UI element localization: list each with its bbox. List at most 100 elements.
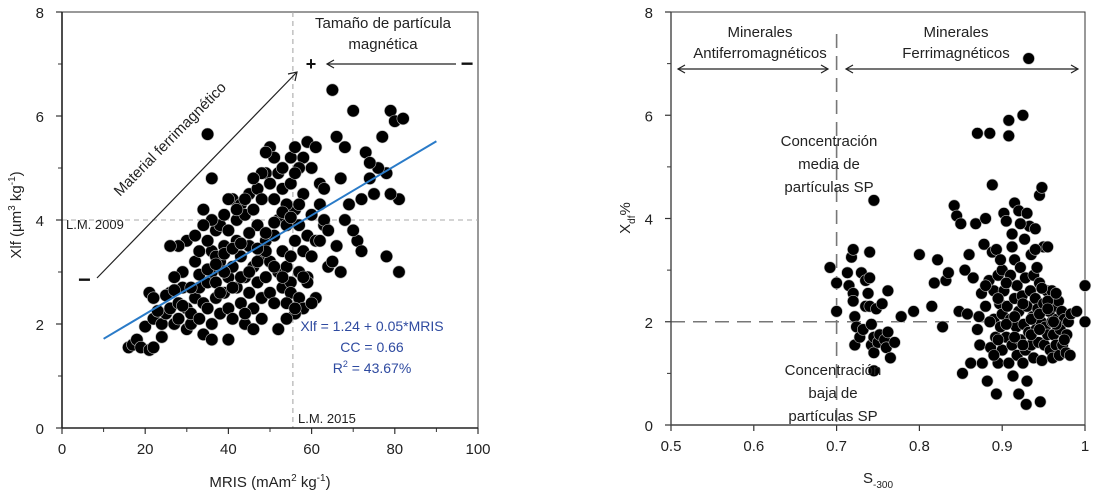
data-point	[1049, 287, 1063, 300]
data-point	[841, 266, 854, 279]
data-point	[367, 187, 381, 201]
data-point	[1006, 369, 1020, 383]
data-point	[163, 239, 177, 253]
right-x-axis-title: S-300	[863, 470, 893, 491]
ferri-arrow-head-right	[1070, 64, 1080, 74]
data-point	[138, 320, 152, 334]
r2-main: R	[333, 360, 343, 376]
correlation-coefficient: CC = 0.66	[340, 339, 404, 355]
data-point	[979, 300, 992, 313]
xlabel-mid: kg	[297, 474, 317, 491]
data-point	[977, 238, 991, 251]
data-point	[1078, 315, 1092, 328]
data-point	[936, 320, 949, 334]
data-point	[396, 112, 410, 126]
data-point	[1035, 282, 1048, 295]
x-tick-label: 60	[303, 441, 320, 458]
data-point	[375, 130, 389, 144]
data-point	[325, 83, 339, 97]
data-point	[1020, 375, 1034, 388]
y-tick-label: 2	[36, 317, 44, 334]
data-point	[242, 226, 256, 240]
data-point	[973, 338, 986, 352]
data-point	[983, 315, 996, 328]
data-point	[325, 255, 339, 269]
data-point	[275, 270, 289, 284]
data-point	[221, 223, 235, 237]
data-point	[280, 312, 294, 326]
data-point	[292, 218, 306, 232]
data-point	[201, 127, 215, 141]
data-point	[1035, 354, 1048, 367]
data-point	[1016, 357, 1030, 370]
data-point	[1035, 181, 1048, 194]
data-point	[213, 286, 227, 300]
data-point	[1000, 276, 1013, 290]
data-point	[205, 171, 219, 185]
ferri-label-line1: Minerales	[923, 24, 988, 41]
data-point	[246, 322, 260, 336]
data-point	[172, 312, 186, 326]
data-point	[1030, 261, 1044, 274]
xlabel-sup2: -1	[317, 473, 326, 484]
y-tick-label: 0	[36, 421, 44, 438]
data-point	[379, 249, 393, 263]
data-point	[205, 333, 219, 347]
left-axis-ticks: 0 20 40 60 80 100 0 2 4 6 8	[36, 5, 491, 458]
data-point	[167, 270, 181, 284]
data-point	[155, 330, 169, 344]
ylabel-sup2: -1	[7, 176, 18, 185]
data-point	[1012, 387, 1025, 401]
data-point	[192, 244, 206, 258]
data-point	[983, 127, 996, 140]
data-point	[1016, 109, 1030, 122]
data-point	[267, 260, 281, 274]
ylabel-sub: df	[627, 215, 638, 224]
data-point	[994, 253, 1007, 266]
ferri-label-line2: Ferrimagnéticos	[902, 45, 1010, 62]
data-point	[1029, 243, 1042, 256]
data-point	[1058, 333, 1071, 346]
data-point	[201, 234, 215, 248]
data-point	[305, 249, 319, 263]
data-point	[259, 145, 273, 159]
data-point	[334, 265, 348, 279]
data-point	[288, 234, 302, 248]
data-point	[342, 197, 356, 211]
data-point	[334, 171, 348, 185]
data-point	[981, 375, 994, 388]
data-point	[205, 317, 219, 331]
x-tick-label: 1	[1081, 438, 1089, 455]
data-point	[971, 323, 984, 336]
data-point	[1033, 323, 1046, 336]
data-point	[263, 177, 277, 191]
data-point	[288, 301, 302, 315]
data-point	[363, 156, 377, 170]
data-point	[338, 213, 352, 227]
plus-mark: +	[306, 54, 317, 74]
data-point	[1008, 310, 1021, 323]
ylabel-main: Xlf (µm	[8, 211, 25, 259]
low-conc-line1: Concentración	[785, 362, 882, 379]
data-point	[259, 270, 273, 284]
data-point	[246, 203, 260, 217]
data-point	[913, 248, 926, 261]
data-point	[1034, 395, 1047, 408]
data-point	[338, 140, 352, 154]
data-point	[226, 312, 240, 326]
mid-conc-line3: partículas SP	[784, 179, 873, 196]
x-tick-label: 100	[465, 441, 490, 458]
data-point	[928, 276, 941, 290]
data-point	[1078, 279, 1092, 292]
data-point	[967, 271, 980, 285]
data-point	[217, 208, 231, 222]
data-point	[979, 212, 992, 225]
data-point	[147, 340, 161, 354]
data-point	[284, 249, 298, 263]
data-point	[964, 357, 977, 370]
low-conc-line2: baja de	[808, 385, 857, 402]
antiferro-label-line2: Antiferromagnéticos	[693, 45, 826, 62]
data-point	[990, 387, 1003, 401]
y-tick-label: 2	[645, 315, 653, 332]
